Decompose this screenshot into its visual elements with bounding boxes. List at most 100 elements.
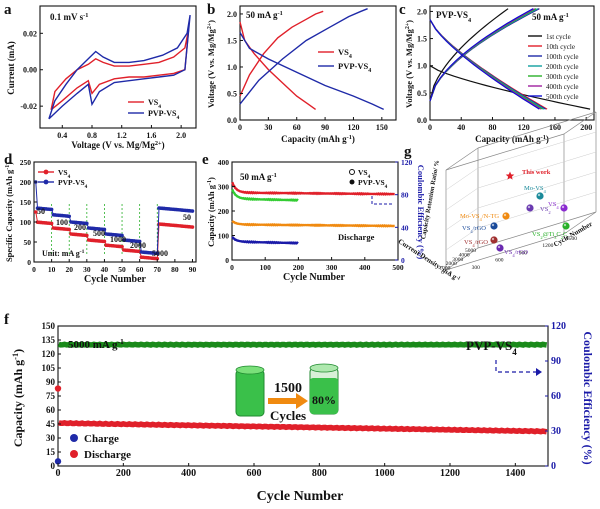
label-part: -1 [272, 172, 277, 179]
sphere-highlight [503, 213, 507, 217]
legend-label: 200th cycle [546, 63, 578, 71]
y-tick-label: 1.0 [417, 62, 427, 71]
legend-label: VS4 [148, 98, 161, 110]
progress-arrow [268, 393, 308, 409]
y-tick-label: 0 [51, 461, 56, 471]
panel-b: 0 30 60 90 120 1500.00.51.01.52.0b 50 mA g-1Vo… [206, 2, 397, 145]
inset-word: Cycles [270, 408, 306, 423]
grid-line [445, 187, 479, 211]
x-tick-label: 3000 [452, 257, 463, 263]
label-part: Specific Capacity (mAh g [4, 169, 14, 262]
star-marker [505, 171, 515, 180]
x-tick-label: 500 [392, 263, 404, 272]
x-tick-label: 100 [260, 263, 272, 272]
material-label: PVP-VS4 [436, 10, 472, 24]
y-tick-label: 75 [46, 391, 56, 401]
rate-label: 1000 [110, 235, 126, 244]
plot-frame [429, 5, 595, 121]
grid-line [477, 191, 597, 229]
plot-frame [39, 5, 197, 129]
legend-label: VS4 [358, 168, 371, 180]
y-tick-label: 0.00 [23, 66, 37, 75]
label-part: 4 [512, 253, 515, 258]
x-tick-label: 20 [65, 265, 73, 274]
rate-point [137, 239, 142, 244]
panel-label: f [4, 312, 10, 328]
cycling-series [231, 188, 299, 202]
x-axis-title: Capacity (mAh g-1) [281, 134, 355, 145]
cycling-series [231, 236, 299, 245]
sphere-highlight [491, 223, 495, 227]
y-tick-label: 2.0 [227, 10, 237, 19]
legend-label: VS4 [338, 47, 352, 60]
x-tick-label: 1.2 [117, 131, 127, 140]
x-tick-label: 2000 [446, 261, 457, 267]
plot-frame [239, 5, 397, 121]
x-tick-label: 600 [247, 468, 262, 479]
rate-point [33, 210, 38, 214]
panel-label: a [4, 2, 12, 18]
y-tick-label: 1.0 [227, 63, 237, 72]
cube-edge [445, 247, 479, 271]
axis-arrow [495, 360, 536, 373]
battery-remaining [310, 378, 338, 414]
rate-label: 100 [56, 218, 68, 227]
grid-line [477, 171, 597, 209]
legend-marker-open [349, 169, 355, 175]
z-tick-label: 600 [495, 258, 504, 264]
inset-number: 1500 [274, 381, 302, 396]
point-label: Mo-VS4 [524, 185, 547, 194]
y-tick-label: 0.0 [227, 116, 237, 125]
label-part: 50 mA g [240, 172, 272, 182]
label-part: Mo-VS [460, 213, 480, 220]
y-tick-label: 80 [401, 191, 409, 200]
discharge-note: Discharge [338, 232, 375, 242]
x-tick-label: 2.0 [176, 131, 186, 140]
y-tick-label: 60 [46, 405, 56, 415]
y-tick-label: 135 [42, 335, 56, 345]
x-tick-label: 0 [238, 123, 242, 132]
label-part: 4 [480, 217, 483, 222]
label-part: VS [338, 47, 349, 57]
x-tick-label: 30 [264, 123, 272, 132]
label-part: ) [4, 162, 14, 165]
gcd-curve [239, 32, 384, 111]
sphere-highlight [497, 245, 501, 249]
label-part: @Ti [543, 231, 555, 238]
label-part: 4 [158, 104, 161, 110]
label-part: Voltage (V vs. Mg/Mg [404, 28, 414, 108]
label-part: VS [148, 98, 159, 107]
inset-percent: 80% [312, 393, 336, 407]
panel-f: 0 200 400 600 800 1000 1200 1400015304560759010… [4, 312, 595, 504]
cube-edge [477, 111, 597, 149]
x-tick-label: 160 [549, 123, 561, 132]
cv-curve [48, 14, 191, 120]
x-tick-label: 0.4 [57, 131, 67, 140]
rate-label: 50 [183, 213, 191, 222]
label-part: Mo-VS [524, 185, 544, 192]
cycling-series [231, 220, 395, 228]
label-part: VS [540, 206, 549, 213]
panel-label: b [207, 2, 215, 18]
rate-label: 2000 [130, 241, 146, 250]
battery-top [235, 365, 265, 375]
cube-edge [563, 111, 597, 135]
sphere-highlight [527, 205, 531, 209]
x-tick-label: 30 [83, 265, 91, 274]
x-tick-label: 1.6 [146, 131, 156, 140]
x-tick-label: 300 [326, 263, 338, 272]
rate-label: 200 [74, 223, 86, 232]
y-tick-label: 40 [401, 223, 409, 232]
x-tick-label: 90 [321, 123, 329, 132]
grid-line [445, 227, 479, 251]
y-tick-label: 200 [218, 207, 230, 216]
gcd-charge-curve [429, 8, 540, 102]
panel-label: g [404, 144, 412, 160]
rate-point [49, 221, 54, 226]
panel-label: c [399, 2, 406, 18]
x-tick-label: 0 [56, 468, 61, 479]
y-tick-label: 60 [551, 391, 561, 402]
battery-full [235, 369, 265, 417]
label-part: VS [58, 168, 68, 177]
